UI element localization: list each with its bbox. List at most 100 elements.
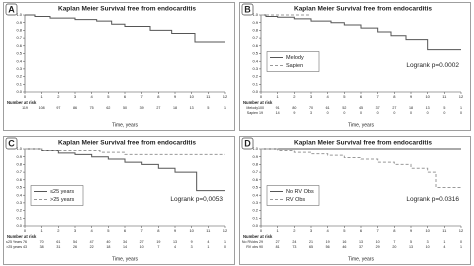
risk-count: 27 [140,240,144,244]
y-tick-label: 0.9 [16,154,22,159]
risk-count: 4 [443,245,445,249]
risk-count: 97 [56,106,60,110]
x-tick-label: 11 [442,228,447,233]
risk-count: 0 [343,111,345,115]
y-tick-label: 0.5 [16,185,22,190]
y-tick-label: 0.2 [252,208,258,213]
x-tick-label: 10 [189,228,194,233]
x-tick-label: 9 [174,228,177,233]
legend-label: >25 years [50,197,75,203]
risk-row-name: No RVobs [242,240,258,244]
x-tick-label: 5 [343,228,346,233]
y-tick-label: 0.0 [16,223,22,228]
risk-count: 90 [259,245,263,249]
risk-count: 13 [409,245,413,249]
survival-curve [25,148,225,155]
y-tick-label: 0.3 [16,200,22,205]
legend-label: RV Obs [286,197,305,203]
risk-count: 61 [56,240,60,244]
risk-count: 29 [376,245,380,249]
risk-count: 65 [309,245,313,249]
x-tick-label: 12 [223,228,228,233]
x-tick-label: 11 [206,94,211,99]
risk-count: 5 [443,106,445,110]
risk-count: 47 [90,240,94,244]
risk-count: 7 [393,240,395,244]
x-tick-label: 5 [107,94,110,99]
risk-count: 70 [309,106,313,110]
risk-count: 50 [123,106,127,110]
y-tick-label: 0.6 [252,43,258,48]
y-tick-label: 0.1 [16,215,22,220]
y-tick-label: 0.3 [252,200,258,205]
y-tick-label: 0.9 [252,20,258,25]
y-tick-label: 0.9 [16,20,22,25]
panel-letter: B [244,4,251,14]
panel-frame [3,2,235,131]
risk-count: 54 [73,240,77,244]
risk-count: 70 [40,240,44,244]
panel-letter: D [244,138,251,148]
panel-letter: A [8,4,15,14]
risk-count: 1 [207,245,209,249]
y-tick-label: 0.8 [16,27,22,32]
risk-count: 19 [156,240,160,244]
risk-count: 10 [376,240,380,244]
x-tick-label: 4 [91,94,94,99]
x-tick-label: 7 [377,228,380,233]
panel-frame [239,2,471,131]
legend-label: Sapien [286,63,303,69]
risk-count: 0 [377,111,379,115]
risk-count: 4 [207,240,209,244]
risk-label: Number at risk [243,234,273,239]
risk-count: 0 [393,111,395,115]
y-tick-label: 0.1 [16,81,22,86]
risk-count: 19 [259,111,263,115]
risk-count: 86 [73,106,77,110]
y-tick-label: 0.4 [252,58,258,63]
risk-count: 1 [224,240,226,244]
risk-row-name: Melody [246,106,258,110]
x-tick-label: 1 [41,228,44,233]
x-tick-label: 9 [410,228,413,233]
risk-count: 16 [342,240,346,244]
y-tick-label: 0.9 [252,154,258,159]
chart-title: Kaplan Meier Survival free from endocard… [294,6,432,13]
y-tick-label: 0.2 [16,74,22,79]
y-tick-label: 1.0 [252,146,258,151]
y-tick-label: 1.0 [16,12,22,17]
risk-row-name: RV obs [246,245,258,249]
chart-title: Kaplan Meier Survival free from endocard… [294,140,432,147]
risk-count: 13 [426,106,430,110]
risk-count: 1 [460,245,462,249]
risk-count: 20 [392,245,396,249]
annotation: Logrank p=0,0053 [170,196,223,203]
y-tick-label: 0.0 [252,223,258,228]
x-tick-label: 12 [459,228,464,233]
y-tick-label: 0.4 [16,192,22,197]
risk-count: 3 [191,245,193,249]
x-axis-label: Time, years [112,256,138,262]
legend-box [30,185,84,206]
x-tick-label: 8 [393,94,396,99]
x-tick-label: 8 [393,228,396,233]
legend-box [266,51,320,72]
risk-count: 1 [443,240,445,244]
x-axis-label: Time, years [348,122,374,128]
x-tick-label: 8 [157,94,160,99]
x-tick-label: 6 [124,228,127,233]
x-tick-label: 0 [24,228,27,233]
risk-count: 52 [342,106,346,110]
risk-count: 75 [90,106,94,110]
risk-count: 10 [140,245,144,249]
panel-badge [5,137,18,150]
risk-count: 10 [426,245,430,249]
x-axis-label: Time, years [112,122,138,128]
risk-count: 14 [276,111,280,115]
risk-count: 100 [258,106,264,110]
annotation: Logrank p=0.0002 [406,62,459,69]
survival-curve [25,148,225,192]
x-tick-label: 4 [91,228,94,233]
x-tick-label: 7 [141,94,144,99]
